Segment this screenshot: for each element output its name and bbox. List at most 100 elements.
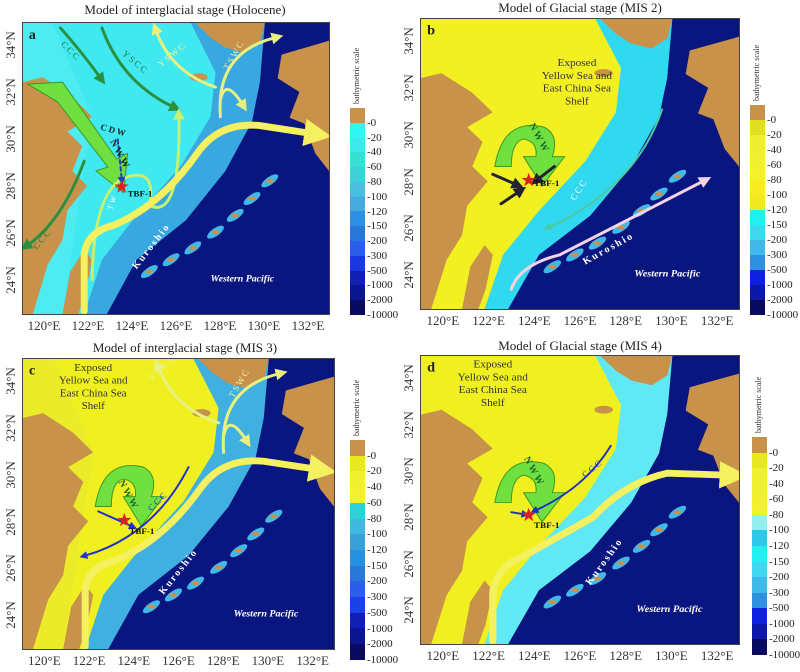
colorbar-segment [350, 211, 365, 227]
tbf-1-site-star-icon [117, 512, 132, 527]
korea-land [600, 19, 673, 49]
panel-title: Model of Glacial stage (MIS 4) [498, 338, 662, 353]
map-label: d [427, 361, 435, 376]
colorbar-segment [752, 530, 767, 546]
colorbar-segment [752, 608, 767, 624]
lon-tick-label: 130°E [247, 318, 281, 333]
map-label: Exposed Yellow Sea and East China Sea Shelf [458, 359, 529, 409]
ryukyu-island [673, 174, 682, 179]
colorbar-tick-label: -10000 [767, 309, 799, 321]
lon-tick-label: 132°E [291, 318, 325, 333]
colorbar-tick-label: -0 [367, 449, 377, 462]
yscc-arrow [100, 26, 182, 111]
colorbar-tick-label: -150 [367, 559, 388, 572]
colorbar-segment [750, 120, 765, 135]
taiwan-land [462, 245, 493, 309]
ryukyu-island [593, 576, 602, 581]
colorbar-segment [750, 165, 765, 180]
lat-tick-label: 28°N [401, 167, 416, 196]
colorbar-segment [350, 565, 365, 582]
lat-tick-label: 30°N [3, 461, 18, 489]
colorbar-tick-label: -150 [767, 219, 788, 231]
lat-tick-label: 30°N [401, 121, 416, 149]
colorbar-segment [750, 285, 765, 300]
colorbar-tick-label: -40 [367, 481, 382, 494]
colorbar-segment [752, 561, 767, 578]
map-label: TBF-1 [129, 526, 154, 536]
colorbar-segment [350, 152, 365, 168]
colorbar-segment [750, 270, 765, 285]
inflow-arrow-sw [499, 186, 526, 206]
lon-tick-label: 130°E [655, 313, 688, 328]
colorbar-tick-label: -2000 [769, 633, 795, 646]
lon-tick-label: 130°E [655, 648, 688, 663]
colorbar-tick-label: -80 [367, 512, 382, 525]
colorbar-segment [750, 240, 765, 255]
colorbar-segment [750, 135, 765, 150]
ccc-arrow [530, 444, 612, 513]
lon-tick-label: 124°E [117, 653, 151, 668]
map-label: TBF-1 [534, 520, 560, 530]
china-land [421, 409, 493, 644]
colorbar-segment [350, 196, 365, 212]
colorbar-tick-label: -1000 [367, 279, 393, 292]
ryukyu-island [616, 225, 626, 230]
ryukyu-island [548, 264, 557, 269]
colorbar-segment [350, 167, 365, 182]
panel-title: Model of interglacial stage (MIS 3) [92, 340, 278, 355]
ryukyu-island [169, 592, 178, 597]
colorbar-tick-label: -300 [769, 586, 790, 599]
lon-tick-label: 128°E [206, 653, 240, 668]
china-land [23, 77, 93, 314]
colorbar-a [350, 108, 365, 315]
colorbar-segment [350, 226, 365, 242]
colorbar-tick-label: -1000 [767, 279, 793, 291]
colorbar-tick-label: -500 [367, 606, 388, 619]
map-panel-c: c Exposed Yellow Sea and East China Sea Shel… [22, 358, 335, 650]
lon-tick-label: 120°E [426, 313, 460, 328]
colorbar-segment [350, 502, 365, 519]
colorbar-tick-label: -0 [769, 446, 779, 459]
lat-tick-label: 34°N [3, 31, 18, 60]
map-label: Western Pacific [634, 269, 701, 280]
colorbar-segment [350, 137, 365, 153]
colorbar-segment [350, 122, 365, 138]
map-label: b [427, 23, 435, 39]
colorbar-segment [350, 181, 365, 197]
colorbar-segment [752, 545, 767, 562]
map-label: Western Pacific [636, 604, 703, 615]
cdw-arrow [116, 138, 126, 185]
colorbar-tick-label: -60 [767, 159, 782, 171]
colorbar-segment [350, 534, 365, 550]
kuroshio-arrow [80, 118, 329, 314]
yswc-arrow [151, 23, 217, 89]
colorbar-segment [750, 150, 765, 165]
lat-tick-label: 32°N [3, 414, 18, 442]
colorbar-title: bathymetric scale [352, 379, 361, 436]
colorbar-segment [752, 514, 767, 531]
colorbar-segment [752, 623, 767, 640]
map-label: Western Pacific [211, 273, 275, 284]
kuroshio-arrow [509, 177, 712, 291]
lon-tick-label: 126°E [563, 313, 597, 328]
ryukyu-island [147, 604, 156, 609]
colorbar-tick-label: -150 [367, 220, 388, 233]
lon-tick-label: 130°E [251, 653, 285, 668]
map-label: a [29, 27, 36, 42]
tbf-1-site-star-icon [521, 172, 536, 187]
lon-tick-label: 124°E [517, 313, 551, 328]
colorbar-segment [350, 300, 365, 315]
colorbar-tick-label: -200 [367, 235, 388, 248]
lon-tick-label: 122°E [71, 318, 105, 333]
colorbar-segment [350, 455, 365, 472]
lat-tick-label: 32°N [3, 78, 18, 107]
map-panel-d: d Exposed Yellow Sea and East China Sea Shel… [420, 355, 740, 645]
colorbar-segment [350, 440, 365, 456]
colorbar-tick-label: -120 [367, 544, 388, 556]
ccc-arrow [79, 466, 190, 559]
lat-tick-label: 24°N [3, 601, 18, 629]
ryukyu-island [593, 241, 602, 246]
lat-tick-label: 24°N [3, 266, 18, 294]
colorbar-segment [750, 180, 765, 195]
